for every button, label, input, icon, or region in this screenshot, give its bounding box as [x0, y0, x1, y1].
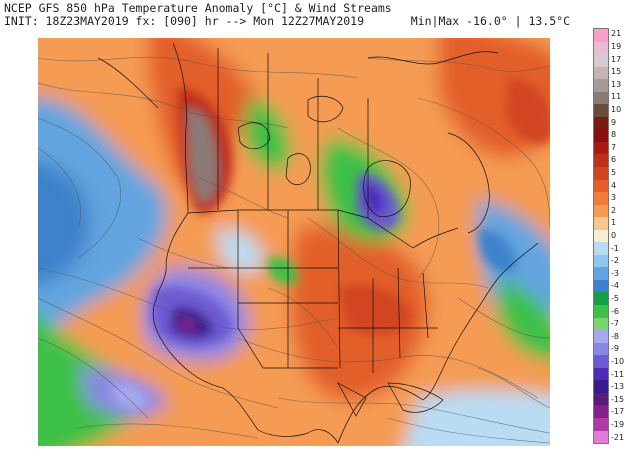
- colorbar-swatch: [594, 154, 608, 168]
- colorbar-label: -4: [611, 281, 619, 291]
- colorbar-label: -10: [611, 357, 625, 367]
- north-america-map-graphic: [38, 38, 550, 446]
- colorbar-label: -7: [611, 319, 619, 329]
- colorbar-swatch: [594, 54, 608, 67]
- colorbar-label: -19: [611, 420, 625, 430]
- colorbar-label: 15: [611, 67, 622, 77]
- colorbar-swatch: [594, 66, 608, 80]
- colorbar-label: -13: [611, 382, 625, 392]
- colorbar-label: -5: [611, 294, 619, 304]
- colorbar-swatch: [594, 229, 608, 243]
- colorbar-label: 5: [611, 167, 617, 177]
- colorbar-swatch: [594, 279, 608, 293]
- colorbar-swatch: [594, 330, 608, 343]
- colorbar-label: -6: [611, 306, 619, 316]
- colorbar-swatch: [594, 342, 608, 356]
- colorbar-label: 7: [611, 142, 617, 152]
- colorbar-label: -15: [611, 394, 625, 404]
- colorbar-swatch: [594, 254, 608, 268]
- colorbar-label: -8: [611, 331, 619, 341]
- colorbar-swatch: [594, 192, 608, 205]
- colorbar-swatch: [594, 104, 608, 117]
- colorbar-swatch: [594, 217, 608, 230]
- colorbar-swatch: [594, 392, 608, 406]
- colorbar-label: 17: [611, 54, 622, 64]
- init-forecast-line: INIT: 18Z23MAY2019 fx: [090] hr --> Mon …: [4, 14, 365, 28]
- colorbar-label: 10: [611, 104, 622, 114]
- colorbar-label: -3: [611, 268, 619, 278]
- colorbar-swatch: [594, 380, 608, 393]
- colorbar-label: 21: [611, 29, 622, 39]
- anomaly-core-layer: [38, 78, 550, 410]
- temperature-anomaly-map: [38, 38, 550, 446]
- colorbar-swatch: [594, 79, 608, 92]
- colorbar: [593, 28, 609, 444]
- colorbar-swatch: [594, 317, 608, 331]
- colorbar-label: 3: [611, 193, 617, 203]
- colorbar-label: 8: [611, 130, 617, 140]
- colorbar-label: 6: [611, 155, 617, 165]
- colorbar-labels: 21 19 17 15 13 11 10 9 8 7 6 5 4 3 2 1 0 -1 -2 -3 -4 -5 -6 -7 -8…: [611, 28, 630, 444]
- colorbar-swatch: [594, 405, 608, 418]
- colorbar-label: 1: [611, 218, 617, 228]
- colorbar-swatch: [594, 41, 608, 55]
- colorbar-swatch: [594, 129, 608, 142]
- colorbar-swatch: [594, 367, 608, 381]
- colorbar-label: 11: [611, 92, 622, 102]
- colorbar-swatch: [594, 29, 608, 42]
- colorbar-label: -21: [611, 432, 625, 442]
- colorbar-swatch: [594, 355, 608, 368]
- colorbar-label: 13: [611, 79, 622, 89]
- colorbar-swatch: [594, 179, 608, 193]
- colorbar-swatch: [594, 204, 608, 218]
- colorbar-label: 9: [611, 117, 617, 127]
- colorbar-label: -2: [611, 256, 619, 266]
- colorbar-label: 2: [611, 205, 617, 215]
- colorbar-swatch: [594, 91, 608, 105]
- colorbar-label: -1: [611, 243, 619, 253]
- map-title: NCEP GFS 850 hPa Temperature Anomaly [°C…: [4, 1, 392, 15]
- colorbar-label: -9: [611, 344, 619, 354]
- colorbar-label: 4: [611, 180, 617, 190]
- colorbar-swatch: [594, 116, 608, 130]
- colorbar-label: 0: [611, 231, 617, 240]
- political-boundaries: [97, 42, 539, 444]
- colorbar-swatch: [594, 141, 608, 155]
- colorbar-swatch: [594, 430, 608, 444]
- colorbar-swatch: [594, 417, 608, 431]
- colorbar-swatch: [594, 267, 608, 280]
- colorbar-label: 19: [611, 41, 622, 51]
- min-max-readout: Min|Max -16.0° | 13.5°C: [410, 14, 570, 28]
- colorbar-label: -17: [611, 407, 625, 417]
- colorbar-swatch: [594, 167, 608, 180]
- colorbar-swatch: [594, 292, 608, 306]
- colorbar-swatch: [594, 305, 608, 318]
- colorbar-swatch: [594, 242, 608, 255]
- colorbar-label: -11: [611, 369, 625, 379]
- wind-streamlines-icon: [38, 56, 550, 444]
